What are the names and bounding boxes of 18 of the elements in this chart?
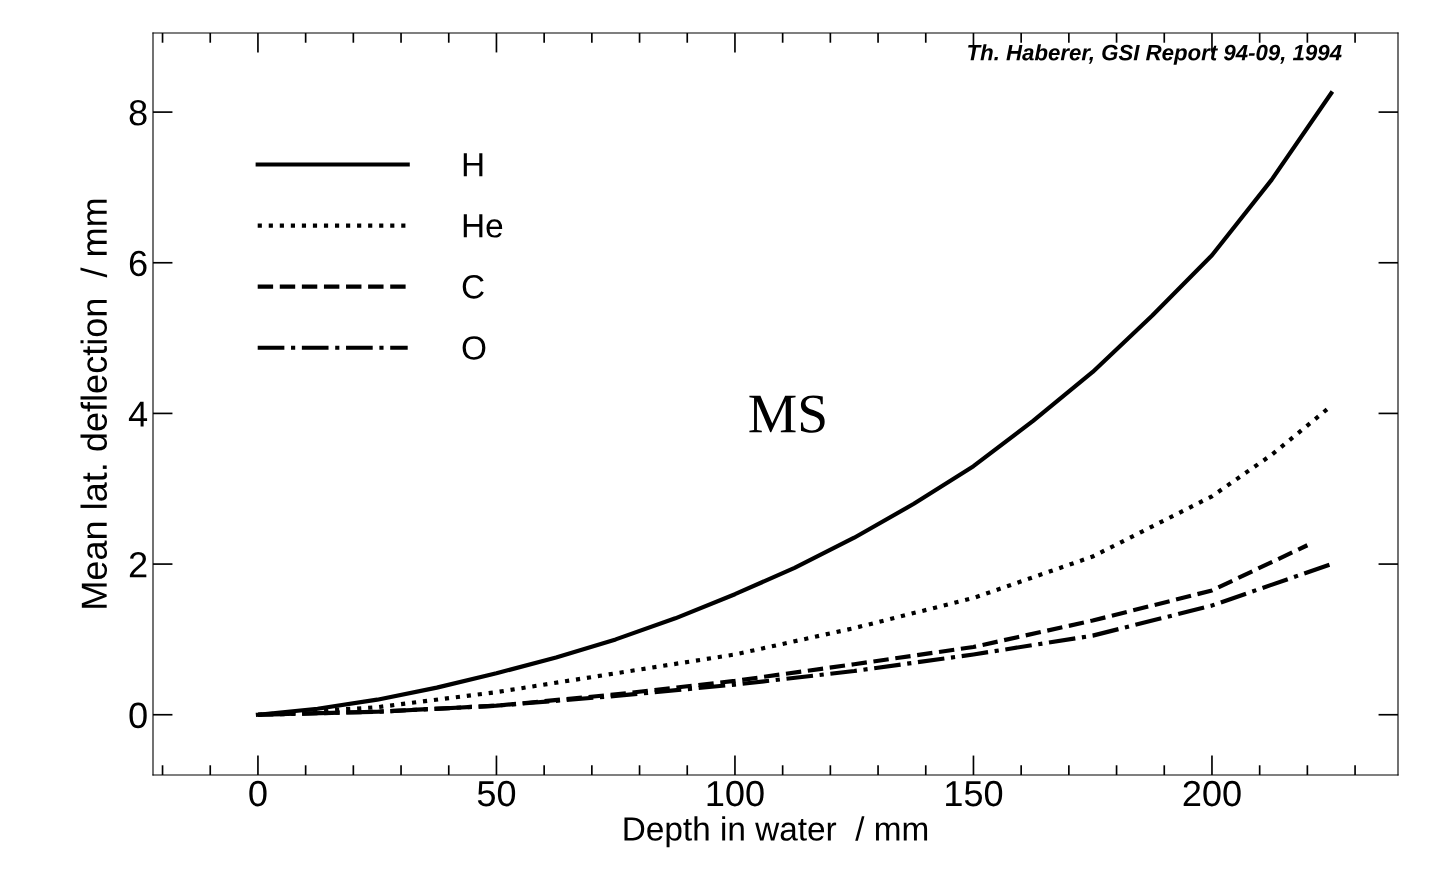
annotation: Th. Haberer, GSI Report 94-09, 1994: [968, 44, 1342, 65]
y-axis-title: Mean lat. deflection / mm: [80, 199, 108, 608]
y-tick-label: 2: [129, 551, 147, 578]
legend-label: O: [462, 336, 486, 360]
legend-label: C: [462, 275, 484, 299]
y-tick-label: 6: [129, 250, 147, 277]
x-tick-label: 50: [477, 780, 516, 807]
legend-label: He: [463, 214, 503, 238]
y-tick-label: 8: [129, 99, 147, 126]
x-tick-label: 200: [1183, 780, 1241, 807]
y-tick-label: 4: [128, 401, 148, 427]
y-tick-label: 0: [129, 702, 147, 729]
x-tick-label: 150: [946, 780, 1003, 807]
annotation: MS: [749, 395, 825, 433]
legend-label: H: [463, 153, 483, 177]
x-tick-label: 100: [707, 780, 764, 807]
x-axis-title: Depth in water / mm: [624, 816, 928, 848]
x-tick-label: 0: [249, 780, 267, 807]
